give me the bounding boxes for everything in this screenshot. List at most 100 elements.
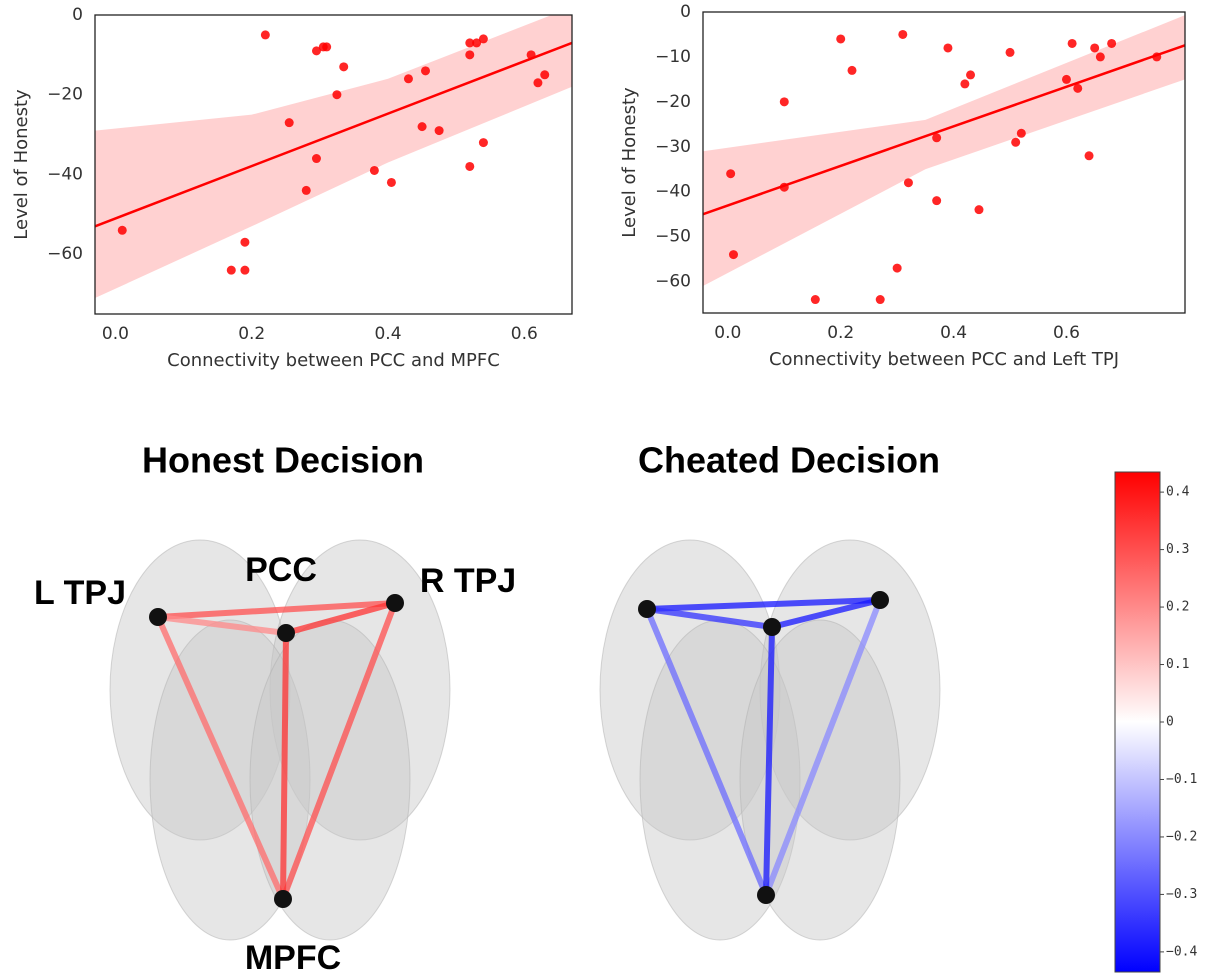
node xyxy=(274,890,292,908)
x-tick-label: 0.6 xyxy=(1053,323,1080,343)
point xyxy=(943,43,953,53)
edge xyxy=(644,606,769,898)
node-label: R TPJ xyxy=(420,562,516,600)
point xyxy=(932,196,942,206)
point xyxy=(875,295,885,305)
colorbar-tick-label: 0 xyxy=(1166,715,1174,730)
colorbar-tick-label: 0.4 xyxy=(1166,485,1190,500)
y-tick-label: −60 xyxy=(655,272,691,292)
point xyxy=(465,161,475,171)
edge xyxy=(155,600,398,620)
point xyxy=(1152,52,1162,62)
x-tick-label: 0.0 xyxy=(714,323,741,343)
axes-frame xyxy=(702,11,1186,314)
point xyxy=(301,185,311,195)
point xyxy=(847,65,857,75)
point xyxy=(403,74,413,84)
y-tick-label: 0 xyxy=(680,2,691,22)
point xyxy=(478,138,488,148)
point xyxy=(1084,151,1094,161)
y-tick-label: −20 xyxy=(47,85,83,105)
node-label: MPFC xyxy=(245,939,341,977)
point xyxy=(898,29,908,39)
node xyxy=(763,618,781,636)
point xyxy=(960,79,970,89)
edge xyxy=(644,597,883,612)
point xyxy=(260,30,270,40)
point xyxy=(540,70,550,80)
x-tick-label: 0.6 xyxy=(511,324,538,344)
edge xyxy=(644,606,775,630)
plot-area xyxy=(703,15,1185,305)
colorbar-tick-label: −0.3 xyxy=(1166,887,1197,902)
point xyxy=(240,265,250,275)
x-tick-label: 0.0 xyxy=(102,324,129,344)
point xyxy=(779,182,789,192)
node xyxy=(149,608,167,626)
point xyxy=(332,90,342,100)
y-tick-label: −30 xyxy=(655,137,691,157)
point xyxy=(810,295,820,305)
y-axis-label: Level of Honesty xyxy=(619,87,640,238)
colorbar-tick-label: 0.3 xyxy=(1166,542,1189,557)
x-tick-label: 0.2 xyxy=(238,324,265,344)
node xyxy=(277,624,295,642)
edge xyxy=(280,600,398,902)
point xyxy=(836,34,846,44)
node-label: PCC xyxy=(245,551,317,589)
point xyxy=(1107,38,1117,48)
point xyxy=(1005,47,1015,57)
point xyxy=(322,42,332,52)
colorbar-tick-label: 0.1 xyxy=(1166,657,1189,672)
x-tick-label: 0.2 xyxy=(827,323,854,343)
network-title: Cheated Decision xyxy=(638,440,940,481)
point xyxy=(465,38,475,48)
point xyxy=(284,118,294,128)
edge xyxy=(155,614,286,902)
y-tick-label: −40 xyxy=(655,182,691,202)
point xyxy=(434,126,444,136)
point xyxy=(420,66,430,76)
point xyxy=(1061,74,1071,84)
x-tick-label: 0.4 xyxy=(940,323,967,343)
x-axis-label: Connectivity between PCC and MPFC xyxy=(167,350,500,371)
node xyxy=(757,886,775,904)
point xyxy=(966,70,976,80)
point xyxy=(728,250,738,260)
point xyxy=(533,78,543,88)
point xyxy=(478,34,488,44)
point xyxy=(932,133,942,143)
point xyxy=(1073,83,1083,93)
edge xyxy=(763,597,883,898)
point xyxy=(240,237,250,247)
point xyxy=(1095,52,1105,62)
node xyxy=(638,600,656,618)
point xyxy=(903,178,913,188)
point xyxy=(369,165,379,175)
y-tick-label: −10 xyxy=(655,47,691,67)
point xyxy=(472,38,482,48)
y-tick-label: −40 xyxy=(47,164,83,184)
y-tick-label: −20 xyxy=(655,92,691,112)
point xyxy=(726,169,736,179)
point xyxy=(386,177,396,187)
x-tick-label: 0.4 xyxy=(374,324,401,344)
colorbar xyxy=(1114,471,1161,973)
point xyxy=(526,50,536,60)
y-tick-label: −50 xyxy=(655,227,691,247)
axes-frame xyxy=(94,14,573,315)
point xyxy=(892,263,902,273)
node xyxy=(871,591,889,609)
x-axis-label: Connectivity between PCC and Left TPJ xyxy=(769,349,1119,370)
point xyxy=(417,122,427,132)
colorbar-tick-label: 0.2 xyxy=(1166,600,1189,615)
edge xyxy=(155,614,289,636)
point xyxy=(974,205,984,215)
point xyxy=(465,50,475,60)
point xyxy=(1090,43,1100,53)
edge xyxy=(763,624,775,898)
fit-line xyxy=(703,44,1185,216)
edge xyxy=(283,600,398,636)
point xyxy=(779,97,789,107)
